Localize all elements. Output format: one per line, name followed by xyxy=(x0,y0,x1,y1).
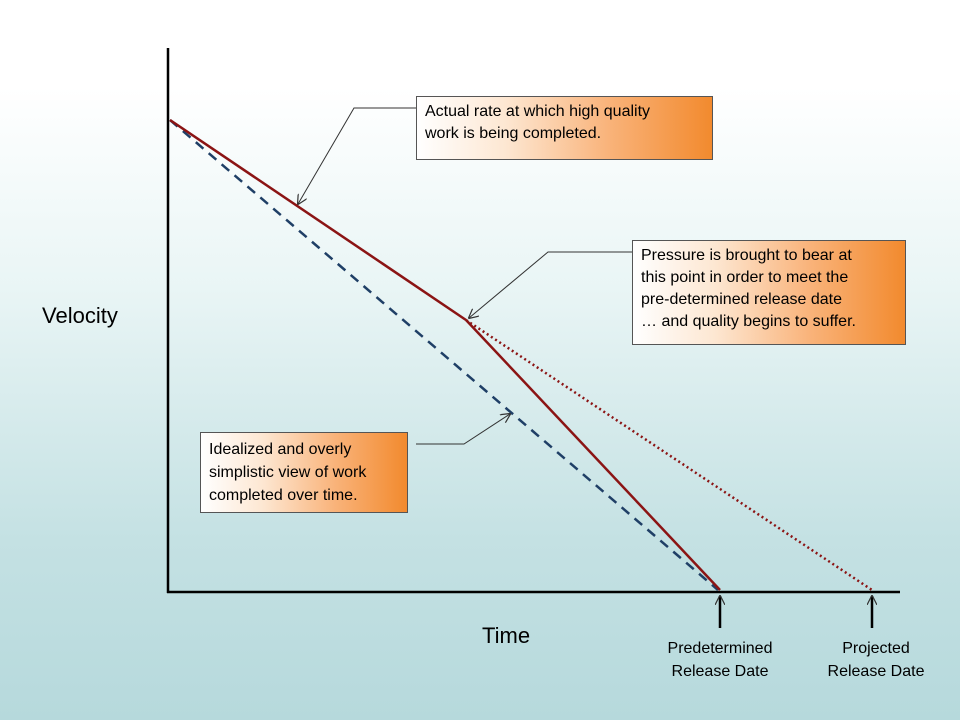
actual-callout-leader xyxy=(298,107,416,204)
pressured-line xyxy=(465,319,721,591)
actual-rate-callout: Actual rate at which high quality work i… xyxy=(416,96,713,160)
callout-line: work is being completed. xyxy=(425,125,602,142)
marker-label-line: Release Date xyxy=(827,663,925,680)
pressure-callout: Pressure is brought to bear at this poin… xyxy=(632,240,906,345)
marker-label-line: Predetermined xyxy=(667,640,773,657)
marker-label-line: Projected xyxy=(842,640,910,657)
x-axis-label: Time xyxy=(482,623,531,648)
callout-line: simplistic view of work xyxy=(209,464,367,481)
predetermined-release-label: Predetermined Release Date xyxy=(652,637,788,683)
idealized-callout: Idealized and overly simplistic view of … xyxy=(200,432,408,513)
projected-release-label: Projected Release Date xyxy=(812,637,940,683)
projected-line xyxy=(465,318,873,592)
marker-label-line: Release Date xyxy=(671,663,769,680)
callout-line: Actual rate at which high quality xyxy=(425,103,651,120)
idealized-callout-leader xyxy=(416,414,510,445)
callout-line: Pressure is brought to bear at xyxy=(641,247,852,264)
callout-line: Idealized and overly xyxy=(209,441,352,458)
pressure-callout-leader xyxy=(469,251,632,318)
callout-line: pre-determined release date xyxy=(641,291,843,308)
y-axis-label: Velocity xyxy=(42,303,118,328)
callout-line: this point in order to meet the xyxy=(641,269,849,286)
actual-rate-line xyxy=(169,118,467,322)
idealized-line xyxy=(169,119,719,591)
callout-line: … and quality begins to suffer. xyxy=(641,313,856,330)
callout-line: completed over time. xyxy=(209,487,358,504)
